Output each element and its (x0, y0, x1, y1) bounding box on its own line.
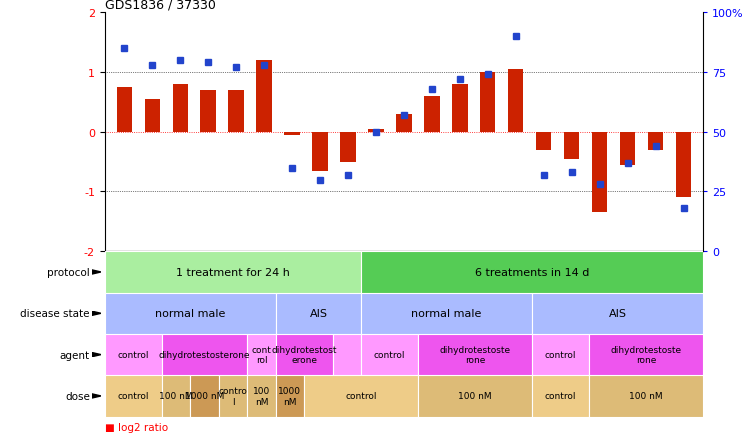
Bar (200, 91, 216, 132)
Text: agent: agent (60, 350, 90, 360)
Polygon shape (92, 270, 101, 274)
Polygon shape (92, 312, 101, 316)
Text: 100
nM: 100 nM (253, 386, 270, 406)
Bar (162, 375, 190, 417)
Text: dose: dose (65, 391, 90, 401)
Bar (228, 91, 244, 132)
Bar (589, 334, 703, 375)
Bar (418, 375, 532, 417)
Text: ■ log2 ratio: ■ log2 ratio (105, 422, 168, 432)
Bar (564, 132, 580, 159)
Bar (532, 293, 703, 334)
Bar (162, 334, 247, 375)
Bar (284, 132, 300, 135)
Bar (247, 375, 276, 417)
Text: cont
rol: cont rol (251, 345, 272, 365)
Bar (424, 97, 440, 132)
Bar (218, 375, 247, 417)
Bar (676, 132, 691, 198)
Bar (620, 132, 635, 165)
Text: control: control (117, 350, 149, 359)
Bar (105, 252, 361, 293)
Bar (276, 293, 361, 334)
Bar (105, 293, 276, 334)
Text: GDS1836 / 37330: GDS1836 / 37330 (105, 0, 215, 12)
Bar (368, 129, 384, 132)
Text: protocol: protocol (47, 267, 90, 277)
Polygon shape (92, 394, 101, 398)
Bar (190, 375, 218, 417)
Bar (105, 334, 162, 375)
Bar (361, 252, 703, 293)
Text: 1000
nM: 1000 nM (278, 386, 301, 406)
Text: control: control (117, 391, 149, 401)
Bar (105, 375, 162, 417)
Bar (313, 132, 328, 171)
Bar (532, 375, 589, 417)
Text: control: control (545, 350, 577, 359)
Text: dihydrotestoste
rone: dihydrotestoste rone (440, 345, 511, 365)
Bar (536, 132, 551, 150)
Text: dihydrotestost
erone: dihydrotestost erone (272, 345, 337, 365)
Text: normal male: normal male (411, 309, 482, 319)
Polygon shape (92, 353, 101, 357)
Text: AIS: AIS (310, 309, 328, 319)
Bar (508, 70, 524, 132)
Text: contro
l: contro l (218, 386, 248, 406)
Bar (257, 61, 272, 132)
Bar (304, 375, 418, 417)
Text: 6 treatments in 14 d: 6 treatments in 14 d (475, 267, 589, 277)
Bar (418, 334, 532, 375)
Bar (452, 85, 468, 132)
Bar (361, 334, 418, 375)
Text: dihydrotestosterone: dihydrotestosterone (159, 350, 250, 359)
Text: control: control (374, 350, 405, 359)
Text: 1 treatment for 24 h: 1 treatment for 24 h (176, 267, 290, 277)
Text: 100 nM: 100 nM (459, 391, 492, 401)
Text: AIS: AIS (609, 309, 627, 319)
Text: control: control (545, 391, 577, 401)
Bar (532, 334, 589, 375)
Text: 1000 nM: 1000 nM (185, 391, 224, 401)
Bar (589, 375, 703, 417)
Text: control: control (346, 391, 377, 401)
Bar (396, 115, 411, 132)
Text: normal male: normal male (155, 309, 225, 319)
Text: disease state: disease state (20, 309, 90, 319)
Text: dihydrotestoste
rone: dihydrotestoste rone (610, 345, 681, 365)
Bar (361, 293, 532, 334)
Bar (648, 132, 663, 150)
Text: 100 nM: 100 nM (629, 391, 663, 401)
Bar (117, 88, 132, 132)
Bar (340, 132, 356, 162)
Text: 100 nM: 100 nM (159, 391, 193, 401)
Bar (592, 132, 607, 213)
Bar (333, 334, 361, 375)
Bar (173, 85, 188, 132)
Bar (247, 334, 276, 375)
Bar (480, 72, 495, 132)
Bar (276, 375, 304, 417)
Bar (144, 99, 160, 132)
Bar (276, 334, 333, 375)
